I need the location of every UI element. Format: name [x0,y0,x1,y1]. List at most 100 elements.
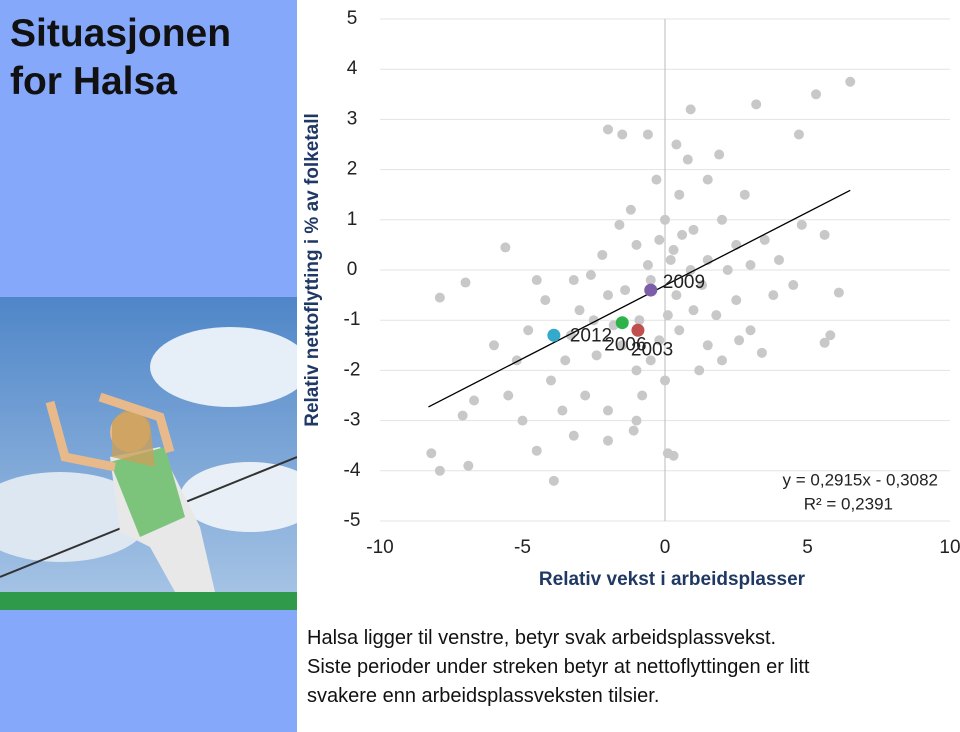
scatter-point [811,89,822,100]
point-label: 2006 [604,335,646,356]
y-tick-label: -4 [344,460,361,481]
y-tick-label: 5 [347,8,358,29]
scatter-point [717,355,727,366]
scatter-point [759,234,770,245]
y-tick-label: 2 [347,159,358,180]
scatter-point [833,287,844,298]
scatter-point [717,214,727,225]
scatter-point [685,265,696,275]
scatter-point [557,405,568,416]
scatter-point [688,305,699,316]
scatter-point [642,259,653,270]
scatter-point [617,340,628,351]
r-squared: R² = 0,2391 [804,494,893,513]
scatter-point [697,280,708,291]
trend-line [428,189,851,408]
scatter-point [560,355,571,366]
scatter-point [620,285,631,296]
scatter-point [625,204,636,215]
scatter-point [634,315,645,326]
scatter-point [500,242,511,253]
scatter-point [574,305,585,316]
x-tick-label: 5 [802,537,813,558]
scatter-point [457,410,468,421]
photo [0,297,297,610]
scatter-point [434,465,445,476]
y-tick-label: 4 [347,58,358,79]
scatter-point [711,310,722,321]
scatter-point [793,129,804,140]
scatter-point [531,275,542,286]
scatter-point [674,189,685,200]
scatter-point [668,450,679,461]
scatter-point [682,154,693,165]
scatter-point [756,347,767,358]
scatter-point [434,292,445,303]
scatter-point [731,295,742,306]
scatter-point [685,104,696,115]
scatter-point [628,425,639,436]
scatter-point [617,129,628,140]
point-label: 2003 [631,339,673,360]
scatter-point [768,290,779,301]
y-tick-label: -5 [344,510,361,531]
scatter-point [614,219,625,230]
scatter-point [694,365,705,376]
y-tick-label: 0 [347,259,358,280]
scatter-point [745,259,756,270]
point-label: 2009 [663,272,705,293]
scatter-point [489,340,499,351]
scatter-point [645,355,656,366]
slide-title: Situasjonen for Halsa [10,12,232,103]
scatter-point [580,390,591,401]
caption-line: Halsa ligger til venstre, betyr svak arb… [307,627,777,649]
highlight-point [631,323,645,337]
scatter-point [637,390,648,401]
scatter-point [523,325,534,336]
caption-line: svakere enn arbeidsplassveksten tilsier. [307,685,660,707]
scatter-point [677,229,688,240]
scatter-point [631,239,642,250]
scatter-point [463,460,474,471]
scatter-point [660,375,670,386]
scatter-point [819,337,830,348]
scatter-point [531,445,542,456]
y-axis-title: Relativ nettoflytting i % av folketall [302,113,323,427]
scatter-point [751,99,762,110]
scatter-point [591,350,602,361]
scatter-point [796,219,807,230]
x-tick-label: -5 [514,537,531,558]
scatter-point [603,124,613,135]
scatter-point [603,435,613,446]
scatter-point [631,415,642,426]
scatter-point [546,375,556,386]
scatter-point [651,174,662,185]
y-tick-label: -3 [344,410,361,431]
scatter-point [819,229,830,240]
scatter-point [548,475,559,486]
scatter-point [469,395,480,406]
x-axis-title: Relativ vekst i arbeidsplasser [539,569,806,590]
scatter-point [503,390,514,401]
side-panel: Situasjonen for Halsa [0,0,297,732]
scatter-point [668,244,679,255]
y-tick-label: 1 [347,209,358,230]
scatter-point [540,295,551,306]
y-tick-label: 3 [347,108,358,129]
highlight-point [615,316,629,330]
chart: Relativ nettoflytting i % av folketall R… [302,8,960,590]
scatter-point [654,234,665,245]
scatter-point [517,415,528,426]
scatter-point [631,365,642,376]
scatter-point [603,405,613,416]
equation: y = 0,2915x - 0,3082 [783,470,938,489]
scatter-point [714,149,725,160]
scatter-point [642,129,653,140]
scatter-point [665,254,676,265]
scatter-point [674,325,685,336]
scatter-point [426,448,437,459]
scatter-point [745,325,756,336]
scatter-point [645,275,656,286]
scatter-point [774,254,784,265]
scatter-point [603,290,613,301]
